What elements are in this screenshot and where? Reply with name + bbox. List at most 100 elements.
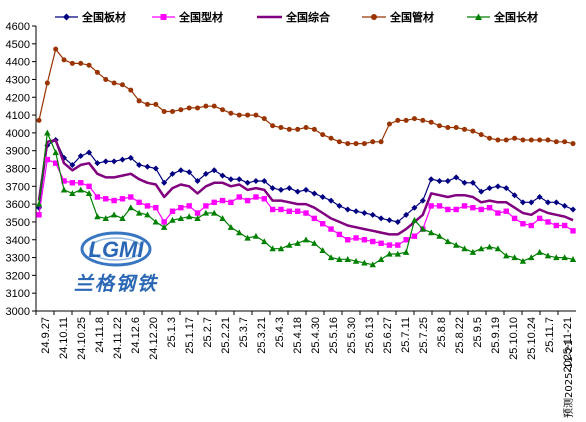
data-point <box>536 215 543 222</box>
data-point <box>445 206 451 213</box>
data-point <box>94 213 101 220</box>
data-point <box>553 139 559 145</box>
data-point <box>395 117 401 123</box>
source-note: 预测2025-11-21 <box>562 340 575 418</box>
x-axis-ticks: 24.9.27 24.10.11 24.10.25 24.11.8 24.11.22 24… <box>35 311 574 372</box>
data-point <box>303 186 309 193</box>
x-tick-label: 25.4.3 <box>274 317 286 348</box>
data-point <box>186 105 192 111</box>
data-point <box>94 69 100 75</box>
data-point <box>336 202 343 209</box>
data-point <box>202 170 209 177</box>
data-point <box>178 204 184 211</box>
data-point <box>244 197 251 204</box>
data-point <box>211 103 217 109</box>
data-point <box>311 240 318 246</box>
data-point <box>478 245 485 252</box>
y-tick-label: 3900 <box>6 146 30 158</box>
data-point <box>144 203 151 209</box>
x-tick-label: 24.10.25 <box>76 317 88 360</box>
data-point <box>119 156 126 163</box>
data-point <box>294 208 301 214</box>
data-point <box>344 206 351 213</box>
data-point <box>320 132 326 138</box>
data-point <box>403 117 409 123</box>
y-tick-label: 4100 <box>6 110 30 122</box>
data-point <box>528 254 535 261</box>
data-point <box>561 222 568 229</box>
data-point <box>110 211 118 218</box>
y-tick-label: 4200 <box>6 92 30 104</box>
data-point <box>328 197 335 204</box>
data-point <box>503 208 509 214</box>
data-point <box>336 231 343 238</box>
data-point <box>494 183 501 190</box>
data-point <box>252 177 259 184</box>
data-point <box>386 242 393 248</box>
data-point <box>311 190 318 197</box>
x-tick-label: 25.7.25 <box>418 317 430 354</box>
data-point <box>294 240 301 246</box>
data-point <box>277 186 284 193</box>
y-tick-label: 4600 <box>6 21 30 33</box>
data-point <box>202 209 210 216</box>
y-tick-label: 4300 <box>6 74 30 86</box>
data-point <box>194 215 201 221</box>
data-point <box>228 110 234 116</box>
data-point <box>395 242 401 248</box>
data-point <box>286 208 293 214</box>
legend-item-pipe: 全国管材 <box>362 10 434 24</box>
data-point <box>386 217 393 224</box>
data-point <box>136 199 142 206</box>
y-tick-label: 4500 <box>6 39 30 51</box>
x-tick-label: 25.5.30 <box>346 317 358 354</box>
data-point <box>303 125 309 131</box>
y-tick-label: 4000 <box>6 128 30 140</box>
data-point <box>495 210 501 216</box>
data-point <box>102 215 109 221</box>
data-point <box>520 137 526 143</box>
data-point <box>78 180 84 186</box>
data-point <box>370 238 376 245</box>
x-tick-label: 25.11.7 <box>544 317 556 353</box>
data-point <box>519 257 527 264</box>
legend-label-pipe: 全国管材 <box>389 10 434 24</box>
data-point <box>311 126 317 132</box>
data-point <box>503 252 510 259</box>
data-point <box>44 80 50 86</box>
x-tick-label: 25.2.7 <box>202 317 214 348</box>
data-point <box>211 167 218 174</box>
data-point <box>420 117 426 123</box>
data-point <box>269 185 276 192</box>
data-point <box>286 241 293 248</box>
data-point <box>419 197 426 204</box>
data-point <box>135 209 143 216</box>
data-point <box>153 101 159 107</box>
data-point <box>236 176 243 183</box>
data-point <box>52 149 59 156</box>
x-tick-label: 25.4.30 <box>310 317 322 354</box>
y-tick-label: 3700 <box>6 181 30 193</box>
data-point <box>570 141 576 147</box>
data-point <box>169 208 176 214</box>
data-point <box>353 208 360 215</box>
data-point <box>411 216 418 223</box>
data-point <box>119 196 126 202</box>
x-tick-label: 25.8.8 <box>436 317 448 348</box>
y-tick-label: 3400 <box>6 235 30 247</box>
data-point <box>44 129 51 136</box>
data-point <box>236 229 243 236</box>
data-point <box>553 222 560 229</box>
data-point <box>427 229 435 236</box>
data-point <box>61 57 67 63</box>
data-point <box>519 199 526 206</box>
data-point <box>537 137 543 143</box>
data-point <box>428 176 435 183</box>
x-tick-label: 2025-11-21 <box>562 317 574 372</box>
data-point <box>136 161 143 168</box>
data-point <box>161 219 167 225</box>
y-tick-label: 3000 <box>6 306 30 318</box>
legend-label-long: 全国长材 <box>493 10 538 24</box>
data-point <box>369 261 376 268</box>
y-tick-label: 3500 <box>6 217 30 229</box>
